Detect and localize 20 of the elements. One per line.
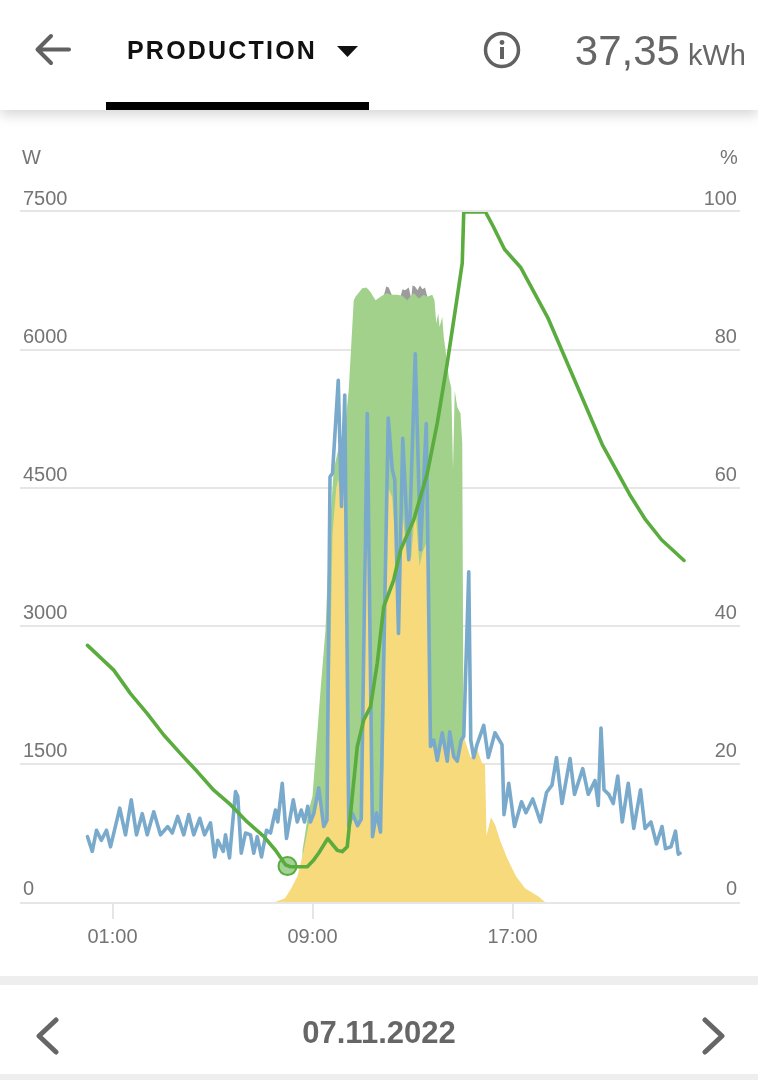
- y2-tick-label: 60: [714, 463, 737, 485]
- y-tick-label: 3000: [23, 601, 68, 623]
- y-tick-label: 1500: [23, 739, 68, 761]
- y-axis-title: W: [22, 146, 41, 168]
- chart-title: PRODUCTION: [127, 35, 318, 66]
- x-tick-label: 17:00: [487, 925, 538, 947]
- x-tick-label: 01:00: [87, 925, 138, 947]
- y2-tick-label: 100: [703, 187, 737, 209]
- y-tick-label: 0: [23, 877, 35, 899]
- y-tick-label: 6000: [23, 325, 68, 347]
- y-tick-label: 7500: [23, 187, 68, 209]
- chart-subtitle: 37,35 kWh: [574, 27, 746, 74]
- y2-tick-label: 40: [714, 601, 737, 623]
- y2-tick-label: 0: [725, 877, 737, 899]
- y2-tick-label: 80: [714, 325, 737, 347]
- x-tick-label: 09:00: [287, 925, 338, 947]
- y-tick-label: 4500: [23, 463, 68, 485]
- y2-axis-title: %: [720, 146, 738, 168]
- y2-tick-label: 20: [714, 739, 737, 761]
- text: 07.11.2022: [302, 1014, 456, 1052]
